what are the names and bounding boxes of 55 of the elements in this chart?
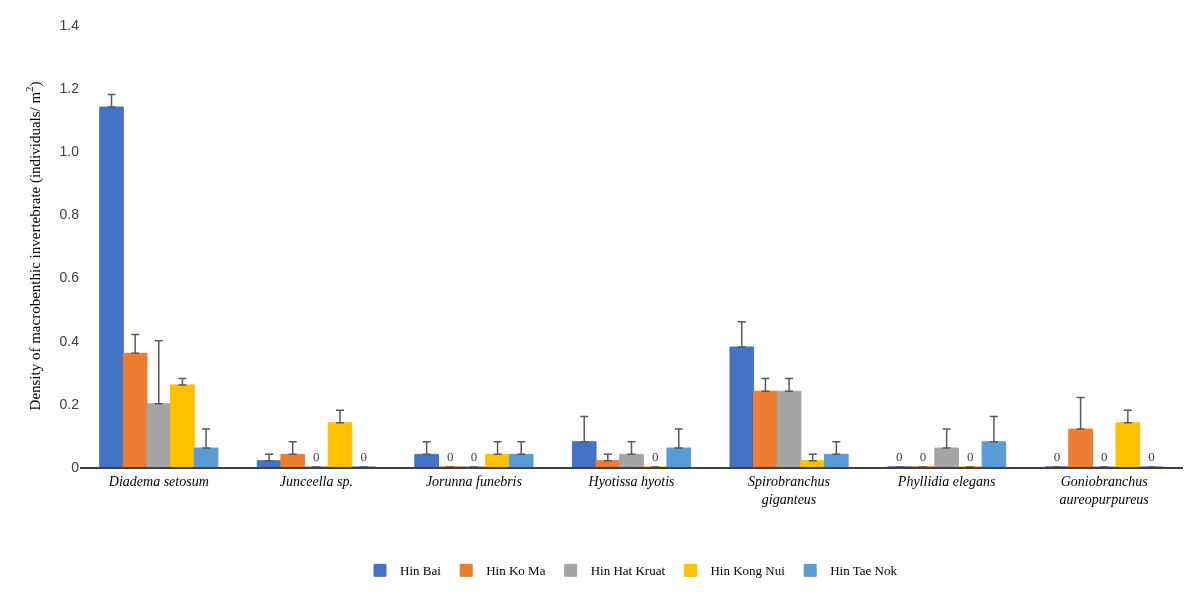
bar <box>800 460 826 467</box>
x-tick-label: Diadema setosum <box>107 473 209 489</box>
data-label: 0 <box>896 449 903 464</box>
bar <box>508 453 534 467</box>
bar <box>193 447 219 467</box>
y-tick-label: 1.4 <box>59 16 80 33</box>
bar <box>146 403 172 467</box>
x-tick-label: Hyotissa hyotis <box>587 473 676 489</box>
bar <box>729 346 755 467</box>
data-label: 0 <box>313 449 320 464</box>
x-tick-label: Spirobranchus giganteus <box>748 473 831 507</box>
bar <box>256 460 282 467</box>
bar <box>619 453 644 467</box>
data-label: 0 <box>967 449 974 464</box>
bar <box>99 106 124 467</box>
data-label: 0 <box>1053 449 1061 464</box>
bar <box>934 447 959 467</box>
legend-label: Hin Tae Nok <box>830 563 898 579</box>
bar <box>1068 428 1093 467</box>
bar <box>485 453 510 467</box>
bar <box>981 441 1007 467</box>
bar <box>414 453 439 467</box>
x-tick-label: Junceella sp. <box>279 473 353 489</box>
legend-label: Hin Bai <box>400 563 442 579</box>
x-tick-label: Goniobranchus aureopurpureus <box>1059 473 1150 507</box>
data-label: 0 <box>651 449 659 464</box>
data-label: 0 <box>1100 449 1108 464</box>
y-tick-label: 0 <box>71 458 80 475</box>
y-tick-label: 0.6 <box>59 269 80 286</box>
data-label: 0 <box>919 449 927 464</box>
x-tick-label: Phyllidia elegans <box>896 473 996 489</box>
bar <box>1115 422 1141 467</box>
bar <box>776 390 802 467</box>
bar <box>595 460 621 467</box>
bar <box>571 441 597 467</box>
legend-label: Hin Ko Ma <box>486 563 546 579</box>
y-tick-label: 0.4 <box>59 332 80 349</box>
bar <box>327 422 353 467</box>
y-tick-label: 0.8 <box>59 206 80 223</box>
data-label: 0 <box>1148 449 1155 464</box>
bar <box>666 447 692 467</box>
y-tick-label: 1.0 <box>59 143 80 160</box>
data-label: 0 <box>470 449 478 464</box>
legend-label: Hin Kong Nui <box>710 563 786 579</box>
data-label: 0 <box>360 449 367 464</box>
bar <box>753 390 778 467</box>
bar <box>280 453 306 467</box>
bar <box>122 352 148 467</box>
bar <box>824 453 849 467</box>
y-tick-label: 1.2 <box>59 80 80 97</box>
legend-label: Hin Hat Kruat <box>590 563 666 579</box>
bar <box>170 384 195 467</box>
data-label: 0 <box>447 449 454 464</box>
x-tick-label: Jorunna funebris <box>425 473 523 489</box>
y-tick-label: 0.2 <box>59 395 80 412</box>
